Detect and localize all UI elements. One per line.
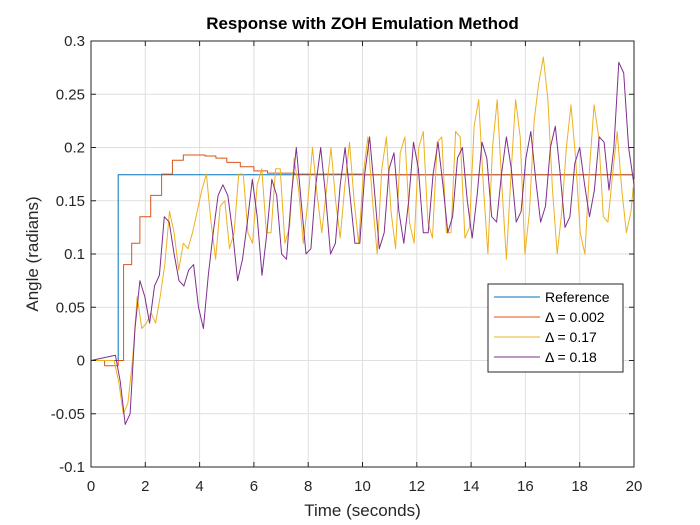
x-axis-label: Time (seconds)	[304, 501, 421, 520]
y-tick-label: -0.05	[51, 406, 85, 423]
legend-entry: Δ = 0.17	[545, 329, 597, 345]
axis-ticks: 0 2 4 6 8 10 12 14 16 18 20 -0.1 -0.05 0 0.05 0.1 0.15 0.…	[51, 33, 643, 495]
x-tick-label: 16	[517, 478, 534, 495]
y-tick-label: -0.1	[59, 459, 85, 476]
series-line-2	[91, 56, 635, 415]
x-tick-label: 6	[250, 478, 258, 495]
series-lines	[90, 56, 635, 425]
x-tick-label: 12	[408, 478, 425, 495]
y-tick-label: 0.15	[56, 193, 85, 210]
y-tick-label: 0.2	[64, 140, 85, 157]
y-tick-label: 0	[77, 353, 85, 370]
x-tick-label: 20	[626, 478, 643, 495]
chart-title: Response with ZOH Emulation Method	[206, 14, 519, 33]
legend-entry: Reference	[545, 289, 610, 305]
legend-entry: Δ = 0.002	[545, 309, 605, 325]
x-tick-label: 14	[463, 478, 480, 495]
series-line-1	[91, 154, 634, 367]
y-tick-label: 0.3	[64, 33, 85, 50]
y-tick-label: 0.05	[56, 299, 85, 316]
x-tick-label: 18	[571, 478, 588, 495]
series-line-3	[90, 61, 635, 425]
y-tick-label: 0.25	[56, 86, 85, 103]
y-tick-label: 0.1	[64, 246, 85, 263]
legend-entry: Δ = 0.18	[545, 349, 597, 365]
x-tick-label: 10	[354, 478, 371, 495]
x-tick-label: 4	[195, 478, 203, 495]
y-axis-label: Angle (radians)	[23, 196, 42, 311]
x-tick-label: 0	[87, 478, 95, 495]
legend: Reference Δ = 0.002 Δ = 0.17 Δ = 0.18	[487, 283, 624, 373]
x-tick-label: 2	[141, 478, 149, 495]
grid	[90, 40, 635, 468]
x-tick-label: 8	[304, 478, 312, 495]
